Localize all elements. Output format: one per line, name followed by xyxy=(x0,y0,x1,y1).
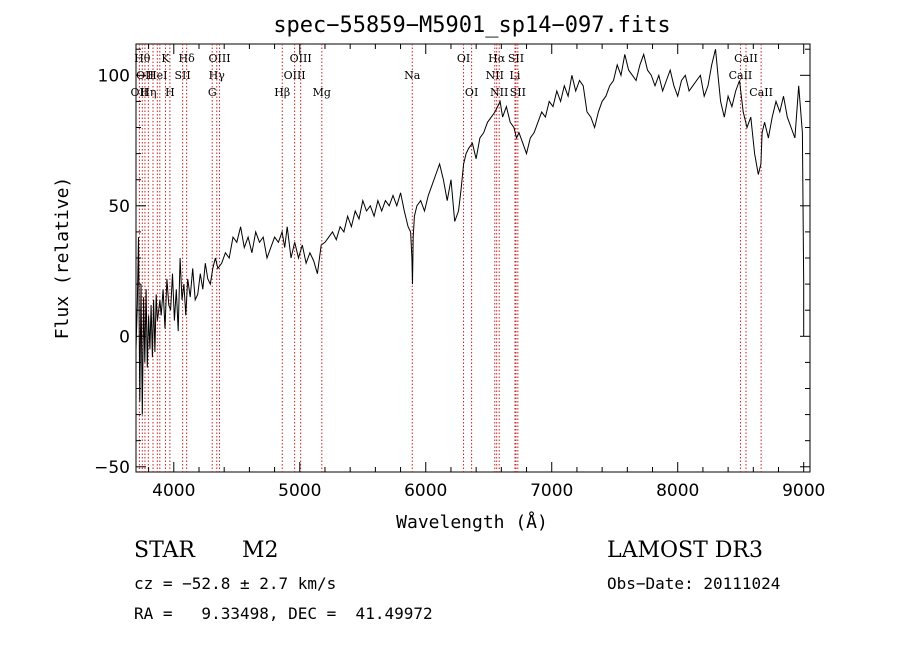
line-marker-label: Hθ xyxy=(134,52,151,65)
y-tick-label: 100 xyxy=(98,66,130,86)
ra-dec: RA = 9.33498, DEC = 41.49972 xyxy=(134,604,433,623)
line-marker-label: Mg xyxy=(313,86,331,99)
line-marker-label: OIII xyxy=(290,52,312,65)
y-tick-label: −50 xyxy=(94,458,130,478)
line-marker-label: CaII xyxy=(749,86,773,99)
line-marker-label: Hα xyxy=(488,52,506,65)
y-axis-label: Flux (relative) xyxy=(52,177,73,340)
line-marker-label: OII xyxy=(131,86,149,99)
line-marker-label: Na xyxy=(404,69,421,82)
object-class: STAR xyxy=(134,538,195,563)
y-tick-label: 50 xyxy=(108,197,130,217)
y-axis: −50 0 50 100 xyxy=(94,48,810,478)
x-axis-label: Wavelength (Å) xyxy=(396,511,548,533)
line-marker-label: OI xyxy=(465,86,478,99)
x-tick-label: 6000 xyxy=(404,481,447,501)
chart-title: spec−55859−M5901_sp14−097.fits xyxy=(273,13,670,38)
line-marker-label: OIII xyxy=(208,52,230,65)
line-marker-label: Hδ xyxy=(179,52,196,65)
x-tick-label: 4000 xyxy=(152,481,195,501)
x-axis: 4000 5000 6000 7000 8000 9000 xyxy=(148,44,825,501)
line-marker-label: SII xyxy=(174,69,190,82)
x-tick-label: 8000 xyxy=(656,481,699,501)
x-tick-label: 7000 xyxy=(530,481,573,501)
line-marker-label: SII xyxy=(510,86,526,99)
x-tick-label: 5000 xyxy=(278,481,321,501)
line-marker-label: HeI xyxy=(147,69,167,82)
line-marker-labels: OIIHθOIIHηHeIKHSIIHδGHγOIIIHβOIIIOIIIMgN… xyxy=(131,52,773,99)
object-subclass: M2 xyxy=(242,538,279,563)
x-tick-label: 9000 xyxy=(782,481,825,501)
line-marker-label: Hη xyxy=(140,86,156,99)
line-marker-label: NII xyxy=(486,69,504,82)
line-marker-label: SII xyxy=(508,52,524,65)
redshift-cz: cz = −52.8 ± 2.7 km/s xyxy=(134,574,337,593)
line-marker-label: OI xyxy=(457,52,470,65)
plot-frame xyxy=(135,43,811,473)
line-marker-label: Hγ xyxy=(209,69,226,82)
line-marker-label: Hβ xyxy=(274,86,290,99)
line-marker-label: G xyxy=(208,86,217,99)
line-marker-label: OIII xyxy=(284,69,306,82)
line-markers xyxy=(138,44,762,472)
y-tick-label: 0 xyxy=(119,327,130,347)
survey-name: LAMOST DR3 xyxy=(607,538,763,563)
obs-date: Obs−Date: 20111024 xyxy=(607,574,781,593)
line-marker-label: NII xyxy=(490,86,508,99)
line-marker-label: K xyxy=(161,52,170,65)
line-marker-label: CaII xyxy=(734,52,758,65)
line-marker-label: CaII xyxy=(729,69,753,82)
line-marker-label: H xyxy=(165,86,175,99)
line-marker-label: Li xyxy=(510,69,521,82)
spectrum-line xyxy=(135,49,805,415)
